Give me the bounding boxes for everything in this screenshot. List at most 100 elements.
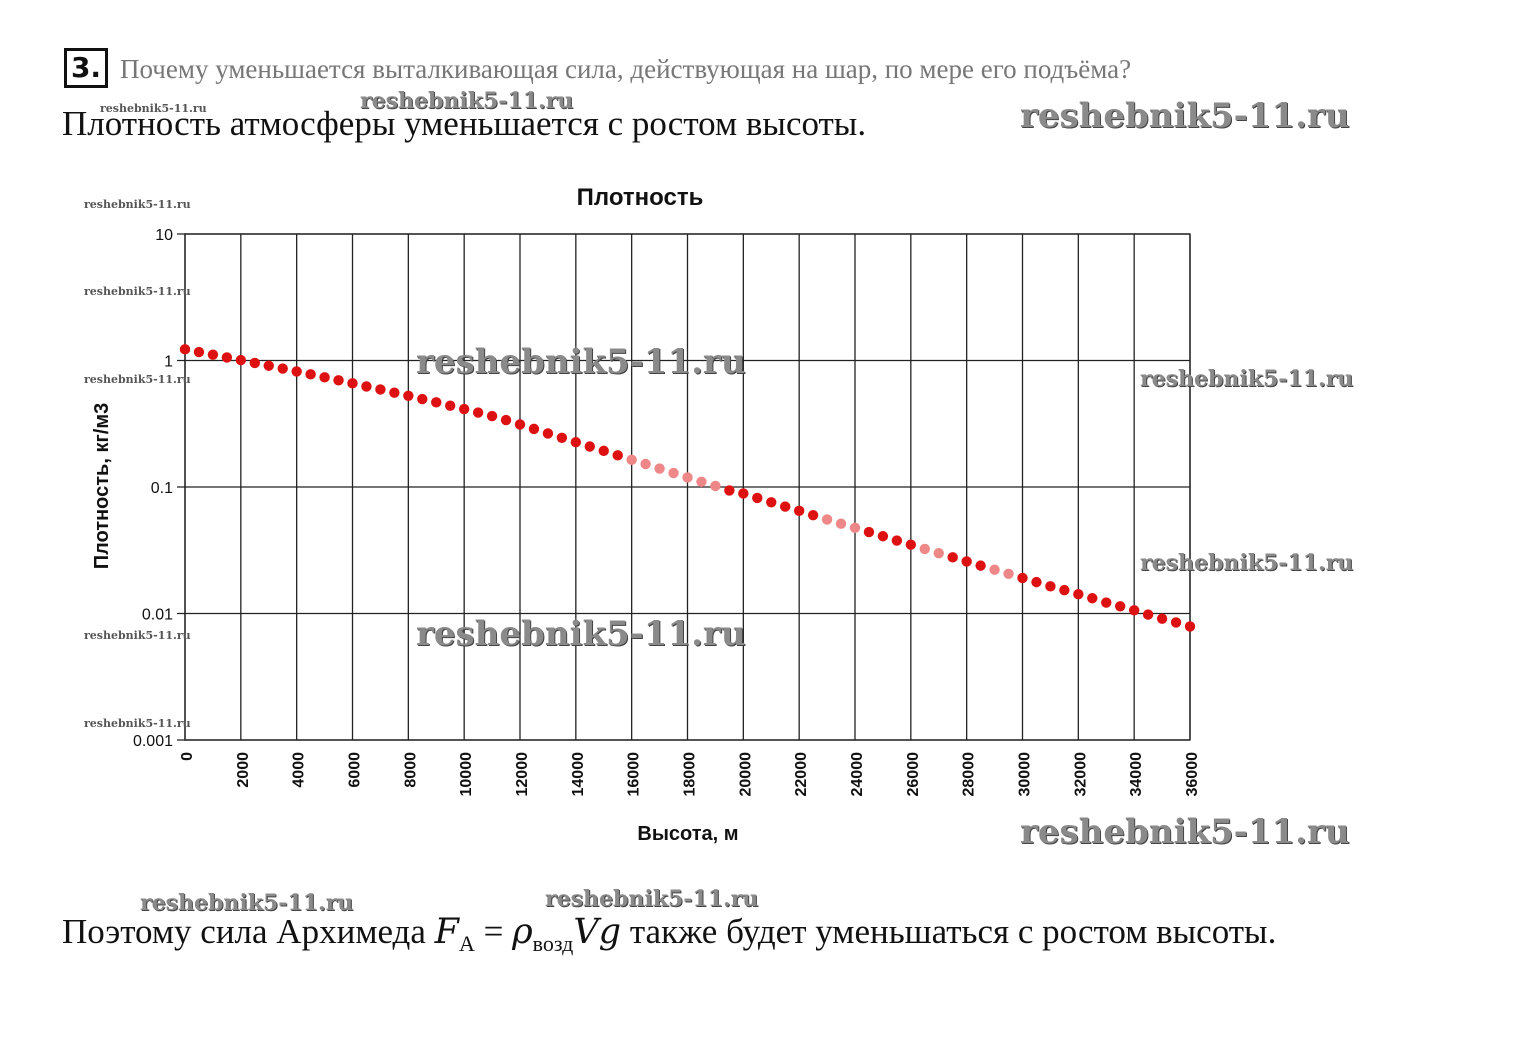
watermark: reshebnik5-11.ru bbox=[545, 886, 759, 912]
x-tick-label: 0 bbox=[179, 752, 196, 761]
vg-symbols: Vg bbox=[573, 912, 622, 952]
watermark: reshebnik5-11.ru bbox=[1140, 550, 1354, 576]
data-point bbox=[417, 393, 428, 405]
data-point bbox=[556, 432, 568, 443]
data-point bbox=[947, 552, 958, 563]
data-point bbox=[361, 381, 372, 392]
y-tick-label: 0.1 bbox=[151, 480, 173, 497]
watermark: reshebnik5-11.ru bbox=[360, 88, 574, 114]
equals-sign: = bbox=[474, 912, 513, 951]
data-point bbox=[905, 539, 917, 550]
chart-ticks: 0 2000 4000 6000 8000 10000 12000 14000 16000 180… bbox=[133, 227, 1201, 797]
x-tick-label: 34000 bbox=[1128, 752, 1145, 797]
force-symbol: F bbox=[434, 912, 459, 952]
y-tick-label: 1 bbox=[164, 354, 173, 371]
data-point bbox=[235, 354, 247, 366]
data-point bbox=[626, 454, 637, 466]
data-point bbox=[431, 397, 442, 408]
data-point bbox=[1128, 605, 1140, 616]
data-point bbox=[389, 387, 400, 398]
data-point bbox=[724, 485, 735, 496]
x-axis-label: Высота, м bbox=[637, 823, 738, 845]
data-point bbox=[472, 407, 484, 418]
data-point bbox=[1045, 581, 1056, 592]
chart-grid bbox=[177, 233, 1191, 741]
question-text: Почему уменьшается выталкивающая сила, д… bbox=[120, 54, 1132, 84]
data-point bbox=[696, 476, 707, 487]
data-point bbox=[193, 346, 205, 358]
conclusion-after: также будет уменьшаться с ростом высоты. bbox=[621, 912, 1277, 951]
data-point bbox=[249, 357, 260, 369]
y-tick-label: 10 bbox=[155, 227, 173, 244]
y-tick-label: 0.001 bbox=[133, 733, 173, 750]
conclusion-text: Поэтому сила Архимеда FA = ρвоздVg также… bbox=[62, 912, 1276, 957]
x-tick-label: 20000 bbox=[737, 752, 754, 797]
data-point bbox=[319, 372, 330, 383]
data-point bbox=[570, 437, 582, 448]
watermark: reshebnik5-11.ru bbox=[140, 890, 354, 916]
data-point bbox=[375, 384, 386, 395]
watermark: reshebnik5-11.ru bbox=[84, 717, 191, 730]
data-point bbox=[291, 366, 302, 377]
data-point bbox=[305, 369, 316, 380]
data-point bbox=[458, 403, 470, 415]
data-point bbox=[221, 352, 233, 363]
data-point bbox=[347, 378, 358, 389]
x-tick-label: 36000 bbox=[1184, 752, 1201, 797]
watermark: reshebnik5-11.ru bbox=[84, 198, 191, 211]
data-point bbox=[766, 497, 777, 508]
data-point bbox=[403, 390, 414, 401]
data-point bbox=[989, 564, 1000, 575]
data-point bbox=[598, 445, 609, 457]
x-tick-label: 4000 bbox=[291, 752, 308, 788]
x-tick-label: 12000 bbox=[514, 752, 531, 797]
x-tick-label: 2000 bbox=[235, 752, 252, 788]
data-point bbox=[933, 547, 944, 559]
data-point bbox=[668, 467, 679, 479]
data-point bbox=[780, 501, 791, 512]
data-point bbox=[500, 414, 512, 426]
x-tick-label: 32000 bbox=[1072, 752, 1089, 797]
data-point bbox=[528, 423, 540, 435]
watermark: reshebnik5-11.ru bbox=[416, 614, 746, 654]
data-point bbox=[682, 472, 693, 483]
rho-symbol: ρ bbox=[512, 912, 533, 952]
data-point bbox=[793, 505, 805, 517]
rho-subscript: возд bbox=[532, 931, 574, 956]
y-tick-label: 0.01 bbox=[142, 607, 173, 624]
answer-text: Плотность атмосферы уменьшается с ростом… bbox=[62, 104, 867, 143]
x-tick-label: 18000 bbox=[682, 752, 699, 797]
data-point bbox=[835, 518, 847, 529]
watermark: reshebnik5-11.ru bbox=[84, 373, 191, 386]
x-tick-label: 24000 bbox=[849, 752, 866, 797]
data-point bbox=[821, 514, 833, 525]
data-point bbox=[445, 400, 456, 411]
x-tick-label: 16000 bbox=[626, 752, 643, 797]
data-point bbox=[1156, 613, 1168, 624]
data-point bbox=[877, 531, 889, 542]
watermark: reshebnik5-11.ru bbox=[84, 285, 191, 298]
data-point bbox=[1031, 576, 1042, 588]
data-point bbox=[207, 349, 219, 360]
data-point bbox=[738, 488, 749, 499]
y-axis-label: Плотность, кг/м3 bbox=[91, 403, 113, 570]
conclusion-before: Поэтому сила Архимеда bbox=[62, 912, 435, 951]
data-point bbox=[752, 492, 763, 504]
watermark: reshebnik5-11.ru bbox=[100, 102, 207, 115]
watermark: reshebnik5-11.ru bbox=[1020, 812, 1350, 852]
x-tick-label: 30000 bbox=[1017, 752, 1034, 797]
data-point bbox=[1087, 593, 1098, 604]
force-subscript: A bbox=[458, 931, 475, 956]
data-point bbox=[863, 526, 875, 538]
data-point bbox=[179, 344, 191, 355]
x-tick-label: 22000 bbox=[793, 752, 810, 797]
data-point bbox=[1017, 572, 1028, 584]
data-point bbox=[919, 543, 930, 555]
data-point bbox=[640, 458, 651, 470]
data-point bbox=[514, 419, 526, 430]
data-point bbox=[1115, 601, 1126, 612]
data-point bbox=[891, 535, 903, 546]
data-point bbox=[975, 560, 986, 571]
data-point bbox=[710, 480, 721, 492]
